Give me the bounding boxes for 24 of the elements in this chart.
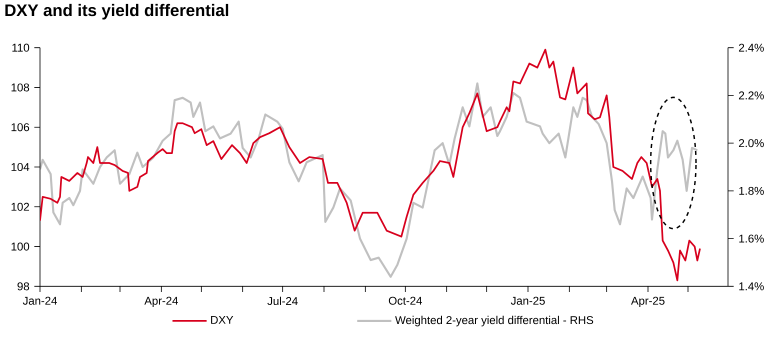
- x-tick-label: Apr-24: [144, 296, 178, 307]
- y-tick-label: 106: [12, 123, 30, 132]
- y-tick-label: 98: [18, 282, 30, 290]
- x-tick-label: Jan-24: [22, 296, 57, 305]
- line-series: [40, 48, 701, 282]
- x-tick-label: Oct-24: [388, 296, 422, 305]
- line-series: [40, 82, 698, 278]
- y-tick-label: 100: [12, 242, 30, 251]
- y-tick-label: 104: [12, 163, 30, 172]
- y-tick-label: 110: [12, 44, 30, 52]
- legend-label: DXY: [211, 316, 234, 324]
- legend-label: Weighted 2-year yield differential - RHS: [395, 316, 594, 326]
- x-tick-label: Jul-24: [267, 296, 298, 306]
- y-tick-label: 108: [12, 83, 30, 92]
- y2-tick-label: 1.4%: [739, 282, 764, 290]
- x-tick-label: Apr-25: [631, 296, 665, 307]
- y2-tick-label: 2.2%: [738, 91, 764, 100]
- y2-tick-label: 1.8%: [739, 186, 764, 195]
- y2-tick-label: 1.6%: [739, 234, 764, 243]
- y2-tick-label: 2.4%: [738, 44, 764, 52]
- y2-tick-label: 2.0%: [738, 139, 764, 148]
- x-tick-label: Jan-25: [510, 296, 545, 305]
- chart-title: DXY and its yield differential: [5, 4, 228, 20]
- y-tick-label: 102: [12, 202, 30, 211]
